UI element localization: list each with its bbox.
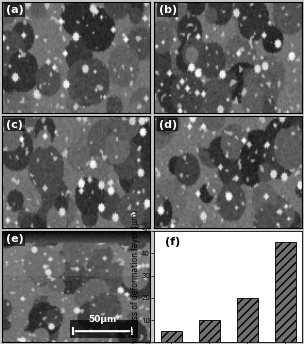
Text: (b): (b) (159, 5, 177, 15)
Text: (d): (d) (159, 120, 177, 130)
Text: (e): (e) (6, 234, 24, 244)
Text: 50μm: 50μm (88, 315, 116, 324)
Text: (a): (a) (6, 5, 24, 15)
Bar (70, 320, 138, 338)
Y-axis label: The thickness of deformation layer (μm): The thickness of deformation layer (μm) (131, 209, 140, 344)
Text: (f): (f) (164, 237, 180, 247)
Bar (275, 242, 296, 342)
Bar (199, 320, 220, 342)
Text: (c): (c) (6, 120, 23, 130)
Bar (161, 331, 182, 342)
Bar (237, 298, 258, 342)
